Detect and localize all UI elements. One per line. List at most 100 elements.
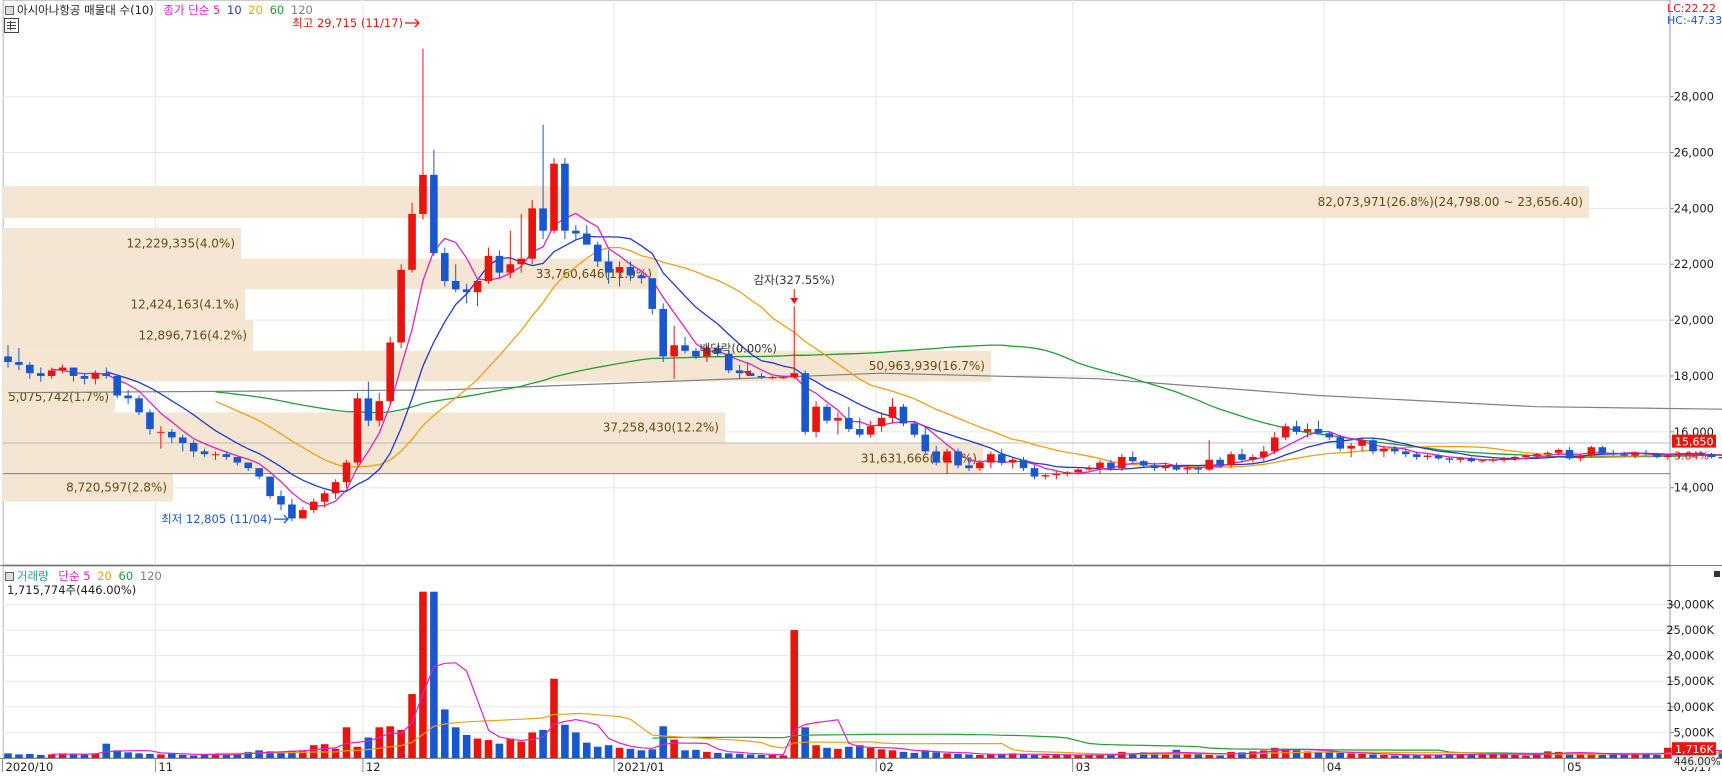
candle-body [1566, 450, 1574, 458]
capital-reduction-annotation: 감자(327.55%) [754, 273, 835, 287]
candle-body [1391, 449, 1399, 452]
volume-bar [845, 747, 853, 758]
candle-body [1107, 463, 1115, 469]
volume-bar [81, 754, 89, 758]
candle-body [1413, 454, 1421, 457]
ma-legend-120: 120 [291, 3, 313, 17]
candle-body [681, 345, 689, 351]
volume-bar [26, 754, 34, 758]
volume-bar [627, 749, 635, 758]
candle-body [255, 468, 263, 476]
candle-body [616, 267, 624, 273]
volume-profile-label: 12,424,163(4.1%) [130, 298, 239, 312]
candle-body [1271, 437, 1279, 451]
volume-profile-label: 12,229,335(4.0%) [126, 236, 235, 250]
candle-body [1435, 456, 1443, 459]
candle-body [1151, 465, 1159, 468]
volume-bar [135, 753, 143, 758]
volume-profile-label: 33,760,646(11.0%) [536, 267, 652, 281]
volume-bar [485, 740, 493, 758]
candle-body [1096, 463, 1104, 469]
volume-profile-label: 82,073,971(26.8%)(24,798.00 ~ 23,656.40) [1318, 195, 1583, 209]
candle-body [321, 493, 329, 501]
volume-bar [1413, 755, 1421, 758]
candle-body [1467, 458, 1475, 461]
candle-body [179, 437, 187, 443]
volume-bar [179, 755, 187, 758]
volume-bar [517, 742, 525, 758]
candle-body [954, 451, 962, 465]
candle-body [1074, 470, 1082, 473]
volume-panel-collapse-icon[interactable] [5, 572, 14, 581]
volume-bar [452, 727, 460, 758]
candle-body [266, 477, 274, 497]
candle-body [386, 342, 394, 401]
volume-bar [1031, 755, 1039, 758]
volume-bar [790, 630, 798, 758]
candle-body [1369, 440, 1377, 451]
candle-body [1227, 454, 1235, 465]
volume-bar [583, 743, 591, 758]
volume-ma-legend-60: 60 [119, 569, 134, 583]
volume-bar [190, 755, 198, 758]
candle-body [496, 256, 504, 273]
current-volume-value: 1,716K [1675, 743, 1714, 756]
volume-bar [681, 750, 689, 758]
candle-body [550, 164, 558, 231]
candle-body [1042, 475, 1050, 476]
volume-bar [102, 744, 110, 758]
volume-bar [441, 709, 449, 758]
table-view-icon[interactable] [4, 18, 19, 33]
hc-indicator: HC:-47.33 [1667, 14, 1722, 28]
volume-bar [987, 754, 995, 758]
volume-bar [48, 754, 56, 758]
candle-body [354, 398, 362, 462]
candle-body [528, 208, 536, 258]
volume-bar [594, 747, 602, 758]
candle-body [1173, 465, 1181, 469]
panel-collapse-icon[interactable] [5, 6, 14, 15]
candle-body [1599, 447, 1607, 453]
volume-profile-label: 50,963,939(16.7%) [869, 359, 985, 373]
date-axis-label: 11 [158, 760, 173, 774]
candle-body [1282, 426, 1290, 437]
ma-legend-60: 60 [270, 3, 285, 17]
volume-ma-legend-5: 5 [83, 569, 90, 583]
candle-body [1216, 460, 1224, 466]
candle-body [638, 275, 646, 278]
candle-body [70, 368, 78, 376]
candle-body [1260, 451, 1268, 457]
volume-bar [900, 752, 908, 758]
volume-panel-frame [3, 566, 1670, 758]
price-axis-tick-label: 20,000 [1674, 313, 1714, 327]
high-price-annotation: 최고 29,715 (11/17) [292, 16, 403, 30]
volume-axis-tick-label: 25,000K [1666, 623, 1714, 637]
candle-body [1380, 449, 1388, 452]
volume-bar [1042, 755, 1050, 758]
volume-bar [375, 727, 383, 758]
price-axis-tick-label: 18,000 [1674, 369, 1714, 383]
volume-axis-tick-label: 20,000K [1666, 649, 1714, 663]
volume-bar [15, 754, 23, 758]
volume-bar [758, 755, 766, 758]
candle-body [463, 289, 471, 292]
candle-body [1249, 457, 1257, 460]
candle-body [790, 373, 798, 377]
candle-body [37, 373, 45, 376]
candle-body [856, 429, 864, 435]
volume-axis-tick-label: 10,000K [1666, 700, 1714, 714]
ma-legend-20: 20 [248, 3, 263, 17]
volume-panel-title: 거래량 [17, 569, 49, 583]
candle-body [124, 396, 132, 399]
candle-body [1402, 451, 1410, 454]
candle-body [299, 510, 307, 518]
volume-bar [386, 726, 394, 758]
candle-body [81, 376, 89, 379]
candle-body [1238, 454, 1246, 460]
candle-body [1478, 460, 1486, 461]
panel-splitter-handle[interactable] [1714, 571, 1720, 577]
volume-bar [1369, 754, 1377, 758]
candle-body [1719, 457, 1722, 458]
candle-body [1194, 468, 1202, 469]
volume-bar [659, 726, 667, 758]
